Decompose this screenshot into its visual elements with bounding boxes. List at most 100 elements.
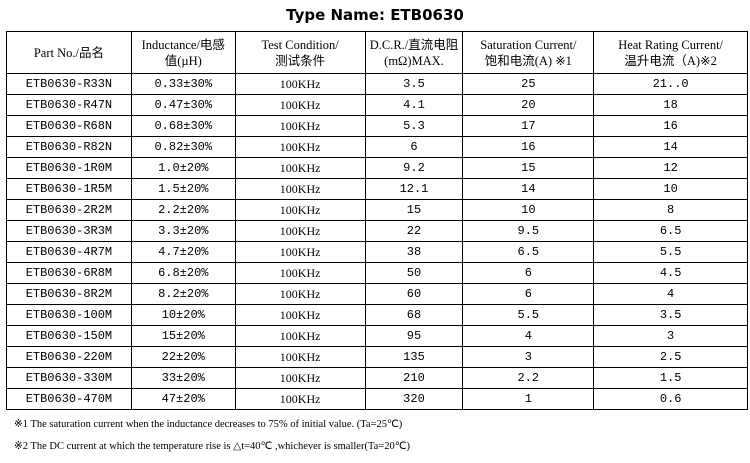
table-cell: 100KHz — [234, 73, 366, 95]
table-cell: 100KHz — [234, 220, 366, 242]
header-line: 值(µH) — [164, 53, 202, 68]
table-cell: 2.5 — [593, 346, 748, 368]
table-cell: 100KHz — [234, 325, 366, 347]
table-cell: ETB0630-150M — [6, 325, 132, 347]
table-cell: ETB0630-R33N — [6, 73, 132, 95]
table-row: ETB0630-150M 15±20% 100KHz 95 4 3 — [6, 325, 748, 347]
table-cell: 47±20% — [130, 388, 236, 410]
table-cell: 1.0±20% — [130, 157, 236, 179]
footnote-1: ※1 The saturation current when the induc… — [14, 419, 403, 430]
table-cell: ETB0630-2R2M — [6, 199, 132, 221]
header-line: Test Condition/ — [261, 37, 339, 52]
table-row: ETB0630-R82N 0.82±30% 100KHz 6 16 14 — [6, 136, 748, 158]
table-cell: 100KHz — [234, 94, 366, 116]
table-cell: 100KHz — [234, 346, 366, 368]
table-cell: ETB0630-R82N — [6, 136, 132, 158]
table-cell: 6.8±20% — [130, 262, 236, 284]
table-cell: 0.33±30% — [130, 73, 236, 95]
header-line: (mΩ)MAX. — [384, 53, 444, 68]
table-cell: 60 — [364, 283, 464, 305]
header-line: D.C.R./直流电阻 — [369, 37, 459, 52]
table-cell: 100KHz — [234, 304, 366, 326]
table-cell: 9.2 — [364, 157, 464, 179]
table-cell: 320 — [364, 388, 464, 410]
table-cell: 1.5 — [593, 367, 748, 389]
table-cell: ETB0630-1R0M — [6, 157, 132, 179]
table-cell: 4.1 — [364, 94, 464, 116]
table-cell: 10 — [593, 178, 748, 200]
table-cell: 100KHz — [234, 262, 366, 284]
table-cell: 10±20% — [130, 304, 236, 326]
table-cell: ETB0630-220M — [6, 346, 132, 368]
column-header: Part No./品名 — [6, 31, 132, 74]
table-cell: 4 — [462, 325, 595, 347]
table-cell: 100KHz — [234, 388, 366, 410]
column-header: Saturation Current/饱和电流(A) ※1 — [462, 31, 595, 74]
table-cell: 17 — [462, 115, 595, 137]
table-cell: 100KHz — [234, 157, 366, 179]
table-cell: 16 — [593, 115, 748, 137]
table-cell: 5.5 — [462, 304, 595, 326]
table-cell: 50 — [364, 262, 464, 284]
table-cell: 0.47±30% — [130, 94, 236, 116]
table-row: ETB0630-R47N 0.47±30% 100KHz 4.1 20 18 — [6, 94, 748, 116]
table-cell: ETB0630-330M — [6, 367, 132, 389]
table-cell: 15 — [364, 199, 464, 221]
table-cell: 100KHz — [234, 283, 366, 305]
table-cell: 5.3 — [364, 115, 464, 137]
table-cell: 22 — [364, 220, 464, 242]
column-header: Heat Rating Current/温升电流（A)※2 — [593, 31, 748, 74]
table-cell: 12.1 — [364, 178, 464, 200]
table-cell: 95 — [364, 325, 464, 347]
header-line: 温升电流（A)※2 — [624, 53, 717, 68]
table-cell: ETB0630-3R3M — [6, 220, 132, 242]
table-cell: 8.2±20% — [130, 283, 236, 305]
table-cell: 0.6 — [593, 388, 748, 410]
table-cell: 100KHz — [234, 115, 366, 137]
table-cell: ETB0630-R47N — [6, 94, 132, 116]
header-line: Inductance/电感 — [141, 37, 225, 52]
table-cell: 15 — [462, 157, 595, 179]
table-cell: 4.7±20% — [130, 241, 236, 263]
table-cell: 25 — [462, 73, 595, 95]
table-cell: ETB0630-1R5M — [6, 178, 132, 200]
header-row: Part No./品名 Inductance/电感 值(µH) Test Condit… — [6, 31, 748, 74]
table-cell: 100KHz — [234, 136, 366, 158]
table-row: ETB0630-4R7M 4.7±20% 100KHz 38 6.5 5.5 — [6, 241, 748, 263]
table-cell: 0.82±30% — [130, 136, 236, 158]
table-cell: 210 — [364, 367, 464, 389]
table-cell: 3.3±20% — [130, 220, 236, 242]
table-cell: 14 — [462, 178, 595, 200]
table-cell: 12 — [593, 157, 748, 179]
table-cell: 6 — [364, 136, 464, 158]
table-row: ETB0630-6R8M 6.8±20% 100KHz 50 6 4.5 — [6, 262, 748, 284]
header-line: Saturation Current/ — [480, 37, 577, 52]
table-cell: 6 — [462, 262, 595, 284]
table-cell: 38 — [364, 241, 464, 263]
column-header: Inductance/电感 值(µH) — [130, 31, 236, 74]
table-cell: 21..0 — [593, 73, 748, 95]
header-line: Part No./品名 — [33, 45, 104, 60]
table-row: ETB0630-1R5M 1.5±20% 100KHz 12.1 14 10 — [6, 178, 748, 200]
table-cell: 100KHz — [234, 241, 366, 263]
table-cell: ETB0630-6R8M — [6, 262, 132, 284]
table-cell: 15±20% — [130, 325, 236, 347]
table-cell: 14 — [593, 136, 748, 158]
table-cell: ETB0630-R68N — [6, 115, 132, 137]
table-cell: 9.5 — [462, 220, 595, 242]
table-cell: ETB0630-470M — [6, 388, 132, 410]
table-cell: 100KHz — [234, 199, 366, 221]
table-row: ETB0630-8R2M 8.2±20% 100KHz 60 6 4 — [6, 283, 748, 305]
table-row: ETB0630-220M 22±20% 100KHz 135 3 2.5 — [6, 346, 748, 368]
table-cell: ETB0630-4R7M — [6, 241, 132, 263]
table-cell: 8 — [593, 199, 748, 221]
spec-table: Part No./品名 Inductance/电感 值(µH) Test Condit… — [6, 31, 748, 410]
table-cell: 135 — [364, 346, 464, 368]
table-cell: 100KHz — [234, 367, 366, 389]
table-cell: 20 — [462, 94, 595, 116]
table-cell: 68 — [364, 304, 464, 326]
column-header: Test Condition/测试条件 — [234, 31, 366, 74]
table-cell: 16 — [462, 136, 595, 158]
table-cell: 3 — [462, 346, 595, 368]
table-row: ETB0630-1R0M 1.0±20% 100KHz 9.2 15 12 — [6, 157, 748, 179]
